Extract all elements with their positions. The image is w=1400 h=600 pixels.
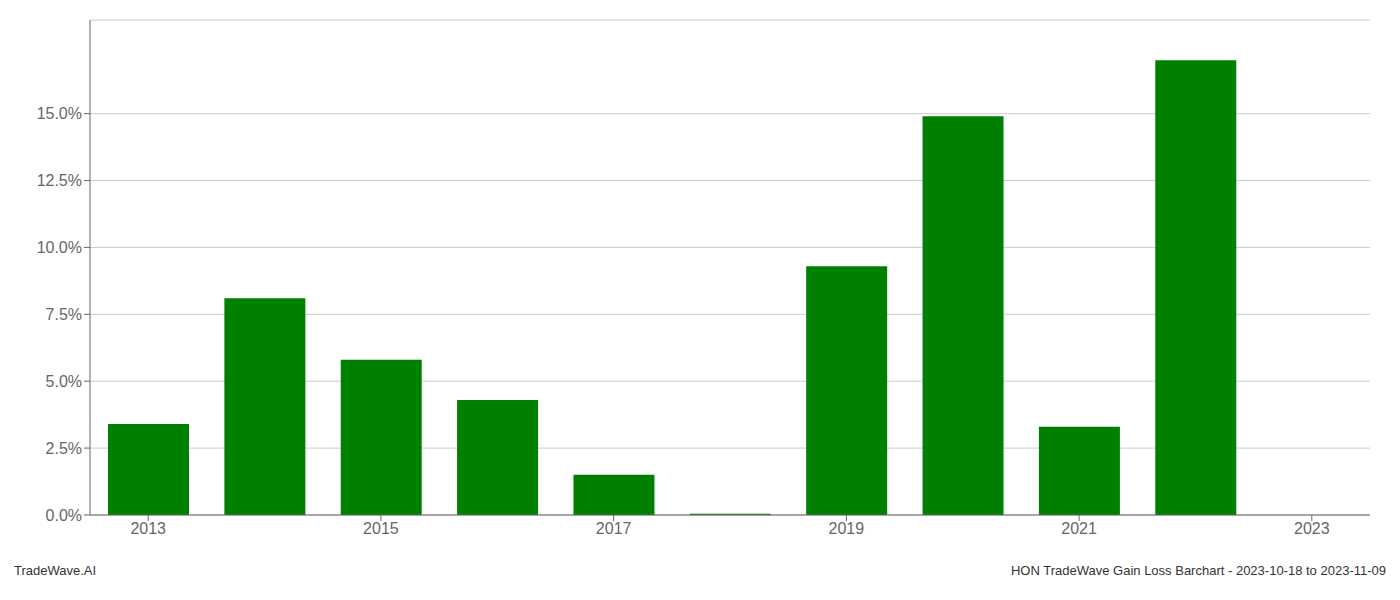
svg-text:5.0%: 5.0%: [46, 373, 82, 390]
html-text:TradeWave.AI: TradeWave.AI: [14, 563, 97, 578]
html-text:HON TradeWave Gain Loss Barcha: HON TradeWave Gain Loss Barchart - 2023-…: [1011, 563, 1386, 578]
svg-text:0.0%: 0.0%: [46, 507, 82, 524]
svg-text:10.0%: 10.0%: [37, 239, 82, 256]
svg-text:2017: 2017: [596, 520, 632, 537]
svg-text:2015: 2015: [363, 520, 399, 537]
svg-text:2.5%: 2.5%: [46, 440, 82, 457]
svg-text:15.0%: 15.0%: [37, 105, 82, 122]
svg-text:2021: 2021: [1061, 520, 1097, 537]
svg-text:2013: 2013: [130, 520, 166, 537]
svg-text:2023: 2023: [1294, 520, 1330, 537]
svg-text:12.5%: 12.5%: [37, 172, 82, 189]
svg-text:7.5%: 7.5%: [46, 306, 82, 323]
svg-text:2019: 2019: [829, 520, 865, 537]
